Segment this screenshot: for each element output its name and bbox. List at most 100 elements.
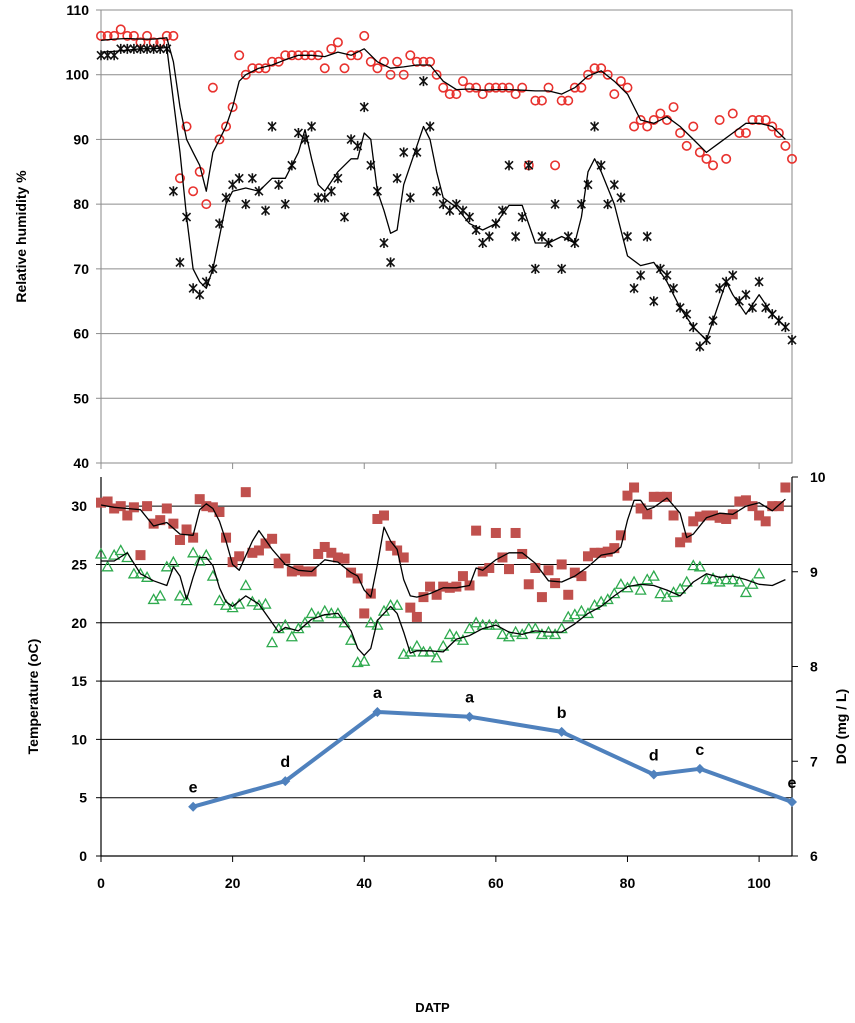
top-circles-point — [740, 127, 751, 138]
top-circles-point — [431, 69, 442, 80]
temp-triangles-point — [746, 577, 759, 589]
temp-squares-point — [227, 557, 238, 568]
top-circles-point — [457, 76, 468, 87]
top-circles-point — [471, 82, 482, 93]
top-circles-point — [708, 160, 719, 171]
top-circles-point — [115, 24, 126, 35]
temp-triangles-point — [285, 630, 298, 642]
bottom-x-tick-label: 100 — [747, 875, 771, 891]
top-stars-point — [603, 199, 613, 210]
top-stars-point — [550, 199, 560, 210]
top-stars-point — [649, 296, 659, 307]
top-stars-point — [511, 231, 521, 242]
top-stars-point — [405, 192, 415, 203]
temp-triangles-point — [680, 575, 693, 587]
bottom-y2-tick-label: 7 — [810, 753, 818, 769]
top-circles-point — [332, 37, 343, 48]
top-stars-point — [590, 121, 600, 132]
temp-triangles-point — [140, 570, 154, 582]
top-circles-point — [201, 199, 212, 210]
temp-squares-point — [425, 581, 436, 592]
temp-squares-point — [773, 501, 784, 512]
temp-squares-point — [596, 547, 607, 558]
do-line-point — [280, 776, 291, 787]
temp-squares-point — [398, 552, 409, 563]
top-circles-point — [609, 89, 620, 100]
temp-squares-point — [477, 566, 488, 577]
temp-triangles-point — [266, 636, 279, 648]
temp-triangles-point — [529, 622, 542, 634]
top-stars-point — [234, 173, 244, 184]
temp-triangles-point — [614, 577, 627, 589]
top-circles-point — [168, 30, 179, 41]
top-circles-point — [780, 140, 791, 151]
temp-squares-point — [734, 496, 745, 507]
temp-squares-point — [510, 527, 521, 538]
do-line-point — [694, 763, 705, 774]
temp-squares-point — [194, 494, 205, 505]
temp-squares-point — [142, 501, 153, 512]
temp-squares-point — [359, 608, 370, 619]
top-line-series — [100, 37, 786, 192]
temp-squares-point — [457, 571, 468, 582]
top-stars-point — [392, 173, 402, 184]
top-stars-point — [596, 160, 606, 171]
temp-triangles-point — [167, 555, 180, 567]
top-circles-point — [767, 121, 778, 132]
temp-triangles-point — [384, 598, 397, 610]
top-stars-point — [385, 257, 396, 268]
temp-squares-point — [109, 503, 120, 514]
bottom-y-tick-label: 25 — [71, 556, 87, 572]
do-line-series: e d a a b d c e — [188, 685, 797, 812]
do-line-point — [188, 801, 199, 812]
temp-squares-point — [576, 571, 587, 582]
temp-squares-point — [635, 503, 646, 514]
temp-triangles-point — [706, 572, 720, 584]
top-stars-point — [741, 289, 751, 300]
temp-squares-point — [128, 502, 139, 513]
temp-squares-point — [181, 524, 192, 535]
top-y-tick-label: 60 — [73, 326, 89, 342]
top-circles-point — [629, 121, 640, 132]
top-circles-point — [174, 173, 185, 184]
top-stars-point — [339, 212, 350, 223]
temp-triangles-point — [252, 598, 266, 610]
top-circles-point — [240, 69, 251, 80]
temp-squares-point — [365, 588, 376, 599]
temp-triangles-point — [344, 633, 358, 645]
top-stars-point — [274, 179, 284, 190]
top-circles-point — [418, 56, 429, 67]
temp-triangles-point — [430, 651, 443, 663]
top-circles-point — [128, 30, 139, 41]
temp-triangles-point — [173, 589, 187, 601]
temp-triangles-point — [720, 573, 733, 585]
temp-squares-point — [615, 530, 626, 541]
top-circles-point — [214, 134, 225, 145]
temp-squares-point — [221, 532, 232, 543]
temp-triangles-point — [114, 544, 127, 556]
top-circles-point — [319, 63, 330, 74]
temp-squares-point — [431, 589, 442, 600]
temp-squares-point — [517, 548, 528, 559]
temp-squares-point — [155, 515, 166, 526]
temp-squares-point — [609, 543, 620, 554]
x-axis-title: DATP — [415, 1000, 450, 1015]
temp-squares-point — [332, 552, 343, 563]
temp-squares-point — [286, 566, 297, 577]
temp-squares-point — [556, 559, 567, 570]
top-stars-point — [609, 179, 619, 190]
top-circles-point — [668, 102, 679, 113]
top-circles-point — [326, 43, 337, 54]
temp-triangles-point — [687, 559, 700, 571]
temp-squares-point — [234, 551, 245, 562]
top-circles-point — [786, 153, 797, 164]
top-circles-point — [464, 82, 475, 93]
do-line-point-label: a — [465, 690, 474, 707]
top-stars-point — [629, 283, 639, 294]
top-stars-point — [432, 186, 442, 197]
top-circles-point — [188, 186, 199, 197]
temp-squares-point — [504, 564, 515, 575]
top-circles-point — [694, 147, 705, 158]
top-stars-point — [260, 205, 271, 216]
